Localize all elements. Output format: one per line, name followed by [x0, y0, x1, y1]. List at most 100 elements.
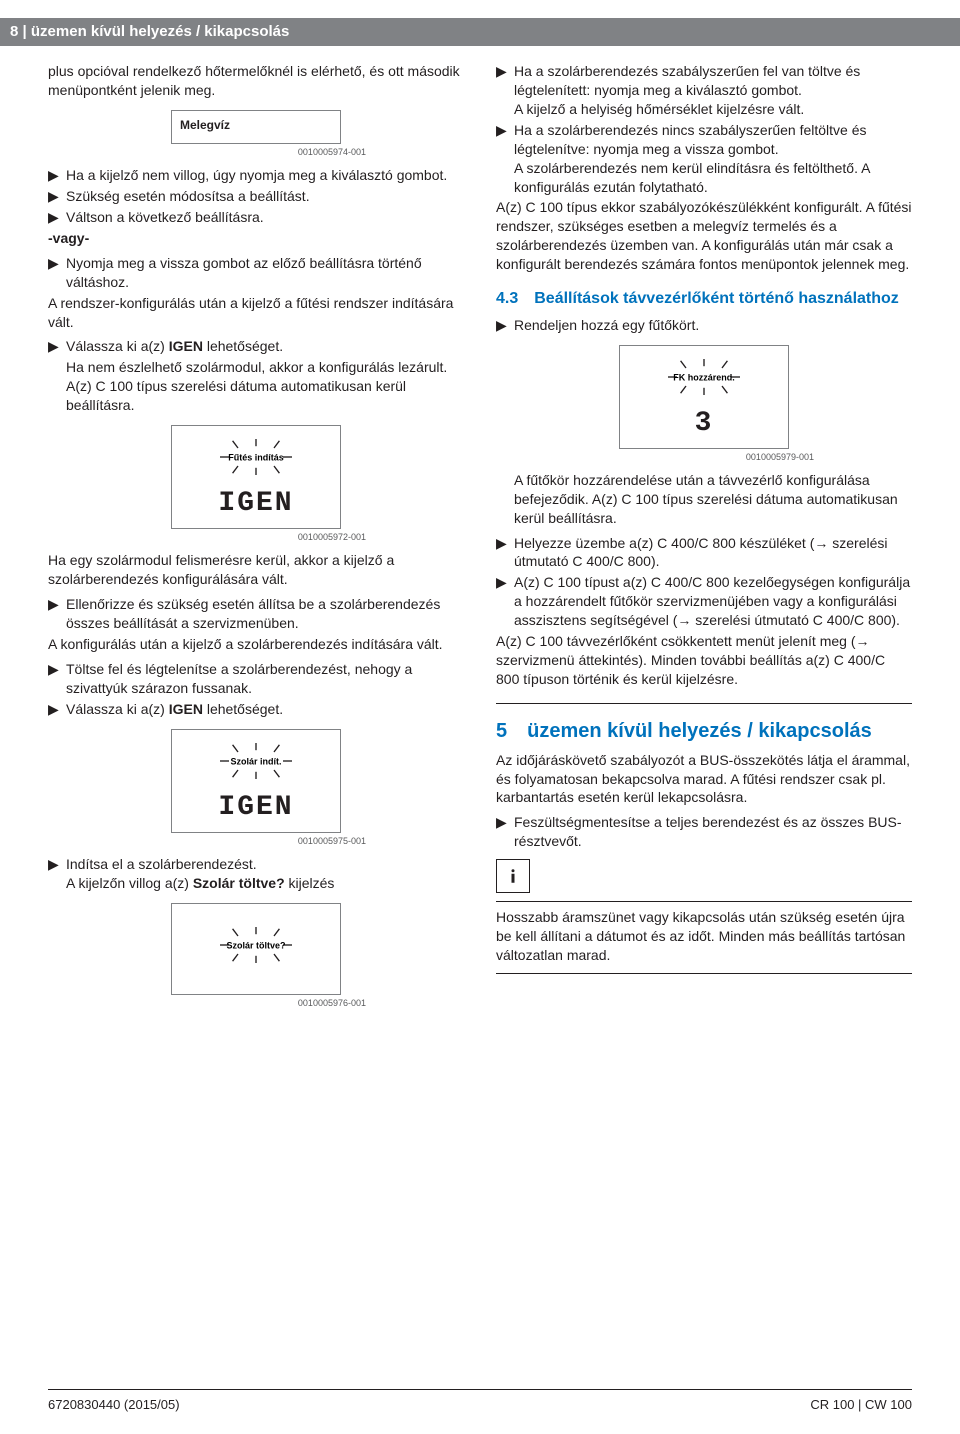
svg-text:Fűtés indítás: Fűtés indítás: [228, 453, 284, 463]
bullet: ▶ Indítsa el a szolárberendezést. A kije…: [48, 855, 464, 893]
header-title: üzemen kívül helyezés / kikapcsolás: [31, 23, 289, 40]
page-header: 8 | üzemen kívül helyezés / kikapcsolás: [0, 18, 960, 46]
chapter-num: 5: [496, 718, 507, 745]
bullet: ▶ Válassza ki a(z) IGEN lehetőséget.: [48, 337, 464, 356]
lcd-label: FK hozzárend.: [628, 352, 780, 406]
vagy-label: -vagy-: [48, 229, 464, 248]
svg-text:Szolár indít.: Szolár indít.: [230, 756, 281, 766]
footer-left: 6720830440 (2015/05): [48, 1396, 180, 1414]
burst-icon: Szolár indít.: [211, 736, 301, 786]
para: Az időjáráskövető szabályozót a BUS-össz…: [496, 751, 912, 808]
bullet-text: Válassza ki a(z) IGEN lehetőséget.: [66, 337, 464, 356]
section-text: Beállítások távvezérlőként történő haszn…: [534, 288, 912, 310]
burst-icon: FK hozzárend.: [659, 352, 749, 402]
lcd-futes: Fűtés indítás IGEN: [171, 425, 341, 529]
page: 8 | üzemen kívül helyezés / kikapcsolás …: [0, 18, 960, 1434]
image-number: 0010005974-001: [146, 146, 366, 158]
divider: [496, 703, 912, 704]
lcd-szolar-indit: Szolár indít. IGEN: [171, 729, 341, 833]
bullet-text: Ellenőrizze és szükség esetén állítsa be…: [66, 595, 464, 633]
triangle-icon: ▶: [496, 813, 514, 851]
para: A rendszer-konfigurálás után a kijelző a…: [48, 294, 464, 332]
para: A(z) C 100 távvezérlőként csökkentett me…: [496, 632, 912, 689]
para: A konfigurálás után a kijelző a szolárbe…: [48, 635, 464, 654]
bullet-text: Ha a kijelző nem villog, úgy nyomja meg …: [66, 166, 464, 185]
intro-para: plus opcióval rendelkező hőtermelőknél i…: [48, 62, 464, 100]
bullet: ▶ Rendeljen hozzá egy fűtőkört.: [496, 316, 912, 335]
section-num: 4.3: [496, 288, 518, 310]
bullet: ▶ A(z) C 100 típust a(z) C 400/C 800 kez…: [496, 573, 912, 630]
triangle-icon: ▶: [496, 316, 514, 335]
triangle-icon: ▶: [48, 660, 66, 698]
lcd-fk-hozzarend: FK hozzárend. 3: [619, 345, 789, 449]
bullet-text: Feszültségmentesítse a teljes berendezés…: [514, 813, 912, 851]
para: A(z) C 100 típus ekkor szabályozókészülé…: [496, 198, 912, 274]
para: Ha egy szolármodul felismerésre kerül, a…: [48, 551, 464, 589]
bullet-text: Ha a szolárberendezés nincs szabályszerű…: [514, 121, 912, 197]
bullet-text: Nyomja meg a vissza gombot az előző beál…: [66, 254, 464, 292]
section-4-3-title: 4.3 Beállítások távvezérlőként történő h…: [496, 288, 912, 310]
burst-icon: Szolár töltve?: [211, 920, 301, 970]
image-number: 0010005972-001: [146, 531, 366, 543]
svg-text:FK hozzárend.: FK hozzárend.: [673, 372, 735, 382]
triangle-icon: ▶: [48, 166, 66, 185]
bullet-text: Indítsa el a szolárberendezést. A kijelz…: [66, 855, 464, 893]
info-rule: [496, 973, 912, 974]
triangle-icon: ▶: [48, 595, 66, 633]
chapter-5-title: 5 üzemen kívül helyezés / kikapcsolás: [496, 718, 912, 745]
bullet-text: Töltse fel és légtelenítse a szolárberen…: [66, 660, 464, 698]
bullet: ▶ Szükség esetén módosítsa a beállítást.: [48, 187, 464, 206]
left-column: plus opcióval rendelkező hőtermelőknél i…: [48, 60, 464, 1017]
lcd-label: Fűtés indítás: [180, 432, 332, 486]
triangle-icon: ▶: [48, 855, 66, 893]
svg-text:Szolár töltve?: Szolár töltve?: [226, 940, 285, 950]
header-sep: |: [18, 23, 31, 40]
lcd-szolar-toltve: Szolár töltve?: [171, 903, 341, 995]
triangle-icon: ▶: [496, 534, 514, 572]
bullet-cont: A fűtőkör hozzárendelése után a távvezér…: [496, 471, 912, 528]
bullet: ▶ Ha a szolárberendezés szabályszerűen f…: [496, 62, 912, 119]
info-icon: [496, 859, 530, 893]
columns: plus opcióval rendelkező hőtermelőknél i…: [48, 60, 912, 1017]
bullet: ▶ Ha a szolárberendezés nincs szabálysze…: [496, 121, 912, 197]
bullet-cont: Ha nem észlelhető szolármodul, akkor a k…: [48, 358, 464, 415]
bullet: ▶ Feszültségmentesítse a teljes berendez…: [496, 813, 912, 851]
bullet: ▶ Helyezze üzembe a(z) C 400/C 800 készü…: [496, 534, 912, 572]
bullet: ▶ Nyomja meg a vissza gombot az előző be…: [48, 254, 464, 292]
triangle-icon: ▶: [48, 337, 66, 356]
bullet: ▶ Ellenőrizze és szükség esetén állítsa …: [48, 595, 464, 633]
triangle-icon: ▶: [496, 62, 514, 119]
bullet-text: Váltson a következő beállításra.: [66, 208, 464, 227]
info-text: Hosszabb áramszünet vagy kikapcsolás utá…: [496, 908, 912, 965]
lcd-value: 3: [628, 410, 780, 438]
triangle-icon: ▶: [48, 187, 66, 206]
bullet-text: Szükség esetén módosítsa a beállítást.: [66, 187, 464, 206]
lcd-label: Szolár indít.: [180, 736, 332, 790]
triangle-icon: ▶: [496, 121, 514, 197]
bullet-text: Rendeljen hozzá egy fűtőkört.: [514, 316, 912, 335]
triangle-icon: ▶: [496, 573, 514, 630]
image-number: 0010005979-001: [594, 451, 814, 463]
triangle-icon: ▶: [48, 700, 66, 719]
footer-right: CR 100 | CW 100: [810, 1396, 912, 1414]
chapter-text: üzemen kívül helyezés / kikapcsolás: [527, 718, 872, 745]
image-number: 0010005975-001: [146, 835, 366, 847]
bullet-text: Válassza ki a(z) IGEN lehetőséget.: [66, 700, 464, 719]
lcd-label: Melegvíz: [180, 117, 332, 133]
triangle-icon: ▶: [48, 208, 66, 227]
triangle-icon: ▶: [48, 254, 66, 292]
page-footer: 6720830440 (2015/05) CR 100 | CW 100: [48, 1389, 912, 1414]
lcd-value: IGEN: [180, 490, 332, 518]
lcd-value: IGEN: [180, 794, 332, 822]
lcd-label: Szolár töltve?: [180, 910, 332, 984]
info-rule: [496, 901, 912, 902]
bullet: ▶ Váltson a következő beállításra.: [48, 208, 464, 227]
lcd-melegviz: Melegvíz: [171, 110, 341, 144]
image-number: 0010005976-001: [146, 997, 366, 1009]
bullet-text: Ha a szolárberendezés szabályszerűen fel…: [514, 62, 912, 119]
right-column: ▶ Ha a szolárberendezés szabályszerűen f…: [496, 60, 912, 1017]
bullet: ▶ Válassza ki a(z) IGEN lehetőséget.: [48, 700, 464, 719]
bullet-text: Helyezze üzembe a(z) C 400/C 800 készülé…: [514, 534, 912, 572]
bullet-text: A(z) C 100 típust a(z) C 400/C 800 kezel…: [514, 573, 912, 630]
bullet: ▶ Töltse fel és légtelenítse a szolárber…: [48, 660, 464, 698]
